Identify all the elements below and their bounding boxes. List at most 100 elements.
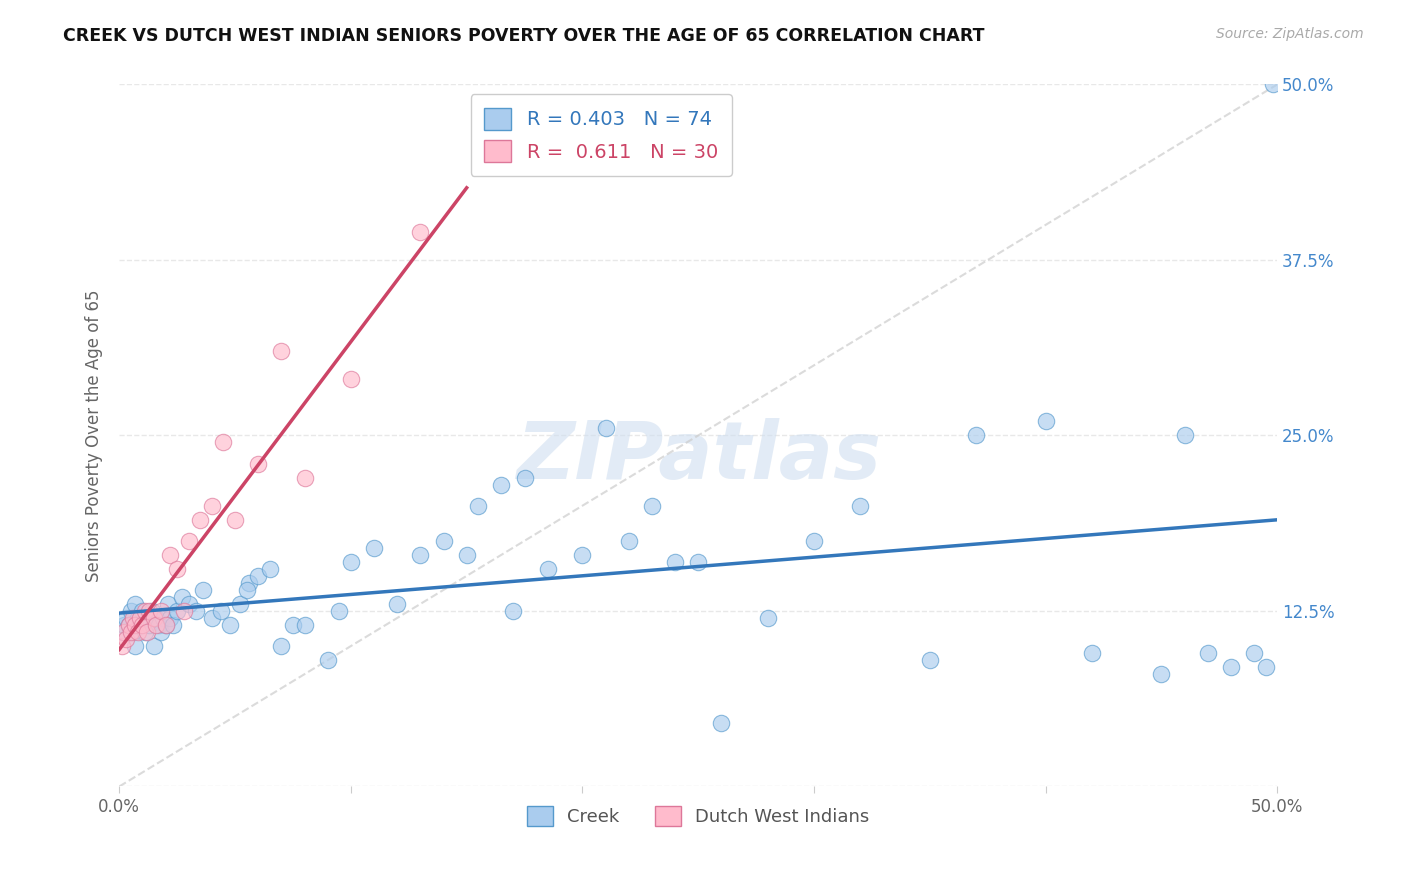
Point xyxy=(122,625,145,640)
Point xyxy=(115,632,138,646)
Point xyxy=(136,611,159,625)
Point xyxy=(224,513,246,527)
Point xyxy=(136,625,159,640)
Point xyxy=(537,562,560,576)
Point xyxy=(513,470,536,484)
Point xyxy=(1254,660,1277,674)
Point xyxy=(148,618,170,632)
Point xyxy=(129,618,152,632)
Point xyxy=(155,618,177,632)
Point xyxy=(122,611,145,625)
Point xyxy=(188,513,211,527)
Point xyxy=(124,639,146,653)
Point xyxy=(1197,646,1219,660)
Point xyxy=(1261,78,1284,92)
Point xyxy=(235,582,257,597)
Point xyxy=(316,653,339,667)
Point xyxy=(112,625,135,640)
Point xyxy=(1243,646,1265,660)
Point xyxy=(145,611,167,625)
Point xyxy=(141,604,163,618)
Point xyxy=(617,533,640,548)
Point xyxy=(228,597,250,611)
Point xyxy=(134,604,156,618)
Point xyxy=(155,618,177,632)
Point xyxy=(117,618,139,632)
Point xyxy=(710,716,733,731)
Point xyxy=(209,604,232,618)
Point xyxy=(467,499,489,513)
Point xyxy=(1035,414,1057,428)
Point xyxy=(173,604,195,618)
Point xyxy=(849,499,872,513)
Point xyxy=(212,435,235,450)
Point xyxy=(110,625,132,640)
Point xyxy=(270,344,292,359)
Point xyxy=(409,225,432,239)
Point xyxy=(149,625,172,640)
Point xyxy=(117,618,139,632)
Point xyxy=(131,618,153,632)
Text: CREEK VS DUTCH WEST INDIAN SENIORS POVERTY OVER THE AGE OF 65 CORRELATION CHART: CREEK VS DUTCH WEST INDIAN SENIORS POVER… xyxy=(63,27,984,45)
Point xyxy=(138,604,160,618)
Point xyxy=(803,533,825,548)
Point xyxy=(502,604,524,618)
Point xyxy=(156,597,179,611)
Point xyxy=(918,653,941,667)
Point xyxy=(641,499,664,513)
Point xyxy=(143,639,166,653)
Text: Source: ZipAtlas.com: Source: ZipAtlas.com xyxy=(1216,27,1364,41)
Point xyxy=(129,611,152,625)
Point xyxy=(294,618,316,632)
Point xyxy=(191,582,214,597)
Point xyxy=(184,604,207,618)
Point xyxy=(124,618,146,632)
Point xyxy=(664,555,686,569)
Point xyxy=(270,639,292,653)
Point xyxy=(385,597,408,611)
Point xyxy=(571,548,593,562)
Point xyxy=(138,618,160,632)
Text: ZIPatlas: ZIPatlas xyxy=(516,417,880,496)
Point xyxy=(127,625,149,640)
Point xyxy=(120,604,142,618)
Point xyxy=(201,611,224,625)
Point xyxy=(756,611,779,625)
Y-axis label: Seniors Poverty Over the Age of 65: Seniors Poverty Over the Age of 65 xyxy=(86,289,103,582)
Point xyxy=(363,541,385,555)
Point xyxy=(152,611,174,625)
Point xyxy=(1220,660,1243,674)
Point xyxy=(281,618,304,632)
Point xyxy=(166,562,188,576)
Point xyxy=(166,604,188,618)
Point xyxy=(409,548,432,562)
Point xyxy=(238,575,260,590)
Point xyxy=(965,428,987,442)
Point xyxy=(491,477,513,491)
Point xyxy=(170,590,193,604)
Point xyxy=(201,499,224,513)
Point xyxy=(1174,428,1197,442)
Point xyxy=(159,548,181,562)
Point xyxy=(115,611,138,625)
Point xyxy=(120,625,142,640)
Point xyxy=(177,533,200,548)
Point xyxy=(328,604,350,618)
Point xyxy=(112,618,135,632)
Point xyxy=(162,618,184,632)
Point xyxy=(134,625,156,640)
Point xyxy=(1081,646,1104,660)
Point xyxy=(259,562,281,576)
Point xyxy=(595,421,617,435)
Point xyxy=(294,470,316,484)
Point xyxy=(432,533,454,548)
Point xyxy=(127,611,149,625)
Point xyxy=(688,555,710,569)
Point xyxy=(124,597,146,611)
Point xyxy=(247,457,270,471)
Point xyxy=(340,555,363,569)
Point xyxy=(177,597,200,611)
Point xyxy=(143,611,166,625)
Point xyxy=(159,611,181,625)
Point xyxy=(247,569,270,583)
